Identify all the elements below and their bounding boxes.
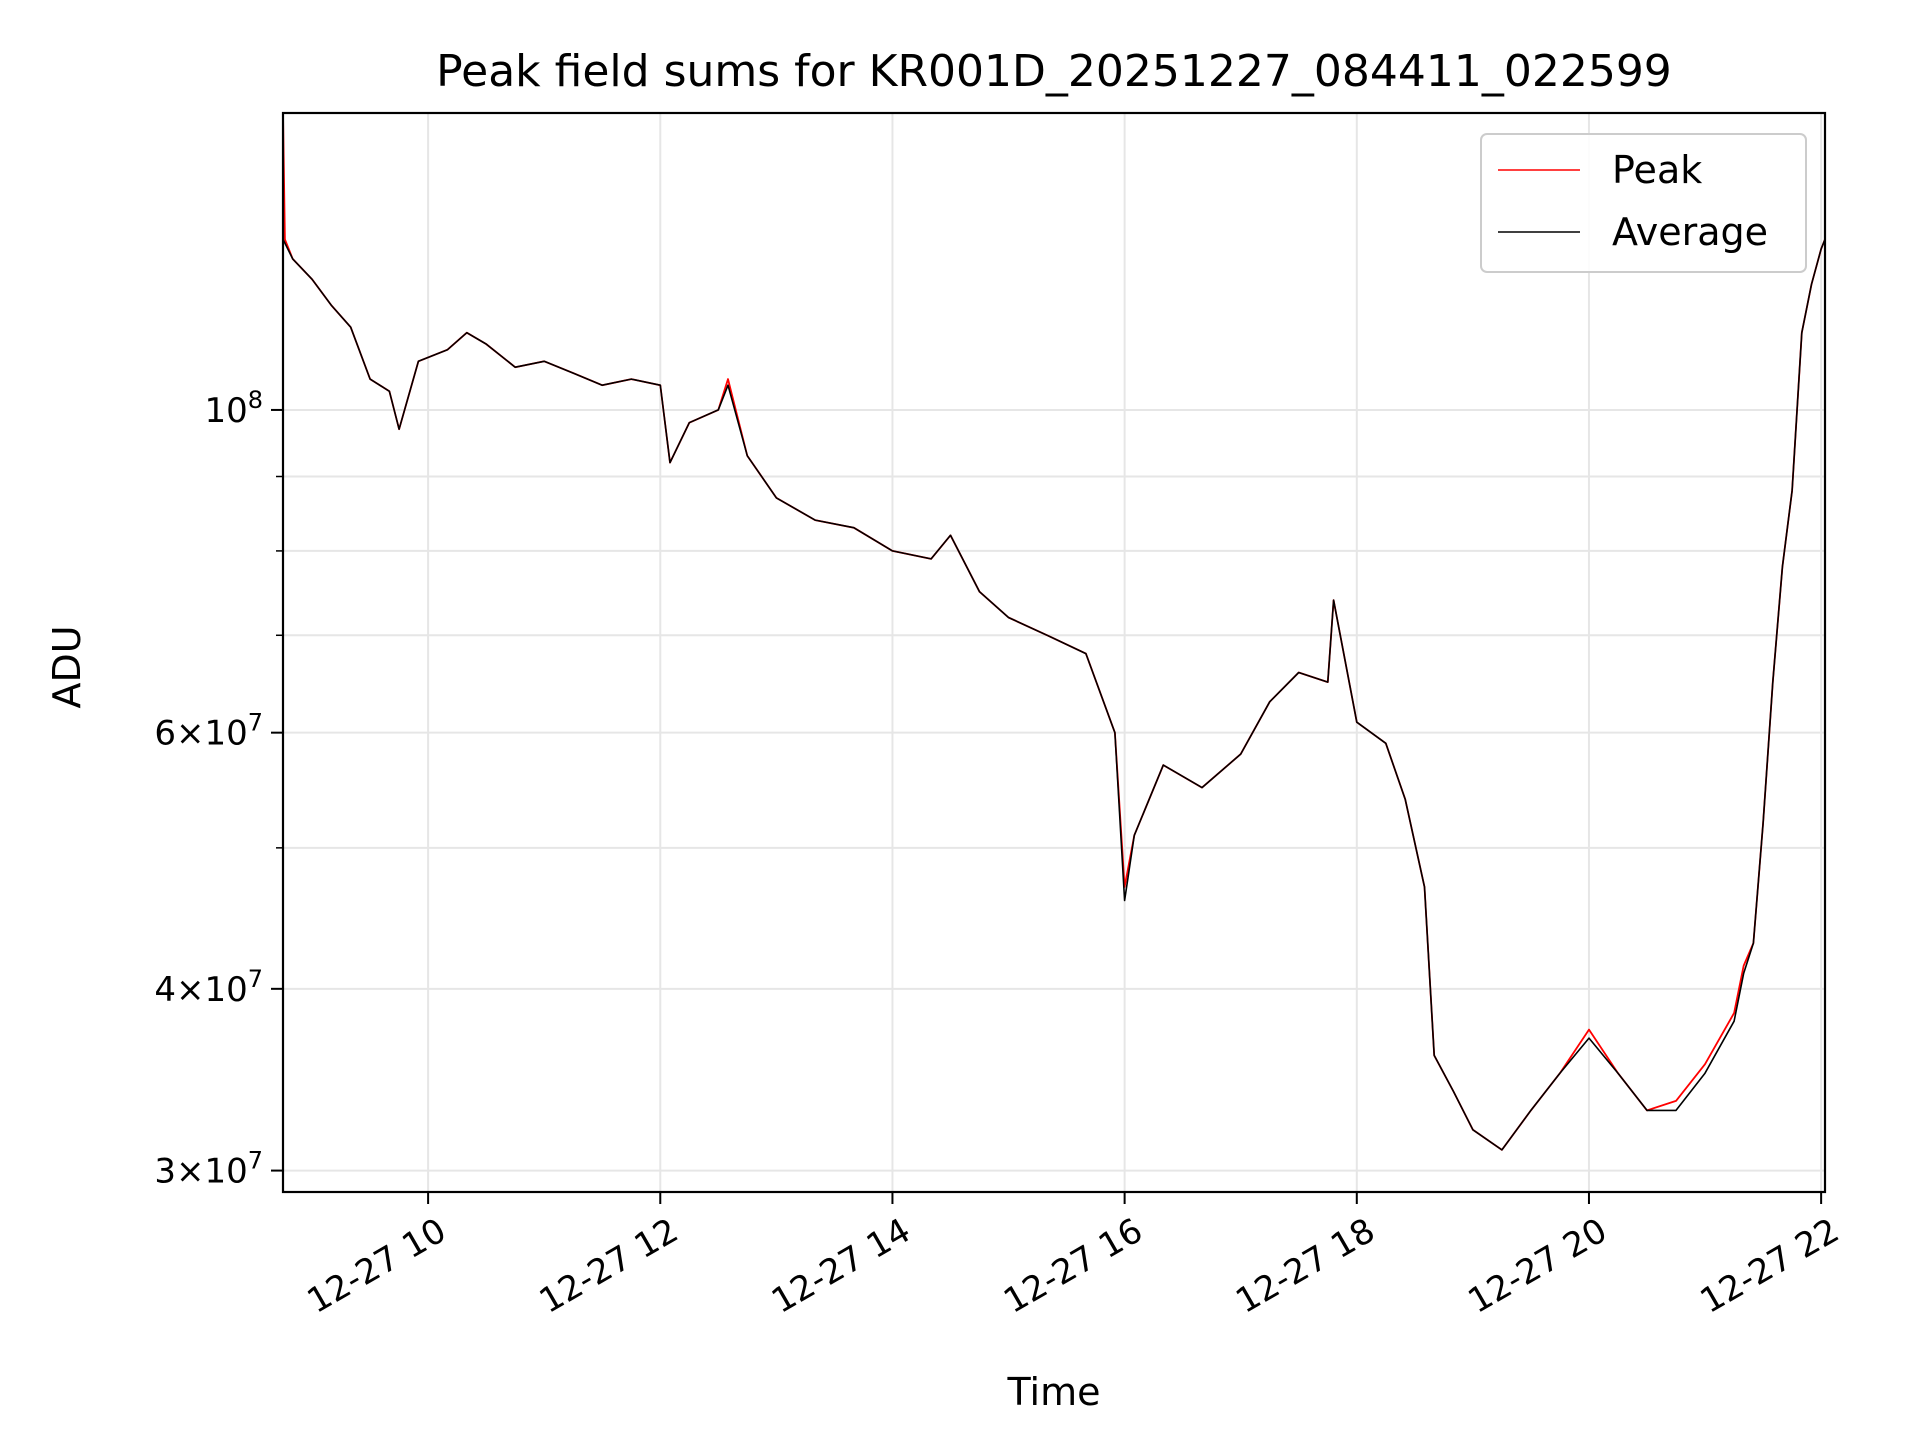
chart-title: Peak field sums for KR001D_20251227_0844… (436, 46, 1672, 97)
series-line-average (282, 238, 1826, 1151)
y-tick-label: 6×107 (154, 709, 263, 754)
x-axis-label: Time (1007, 1370, 1101, 1414)
y-axis-label: ADU (45, 625, 89, 708)
plot-frame (281, 111, 1827, 1194)
y-tick-label: 108 (204, 386, 263, 431)
y-tick-label: 3×107 (154, 1147, 263, 1192)
legend-peak-label: Peak (1612, 148, 1702, 192)
grid (283, 113, 1825, 1192)
legend: Peak Average (1480, 133, 1807, 273)
y-axis: 108 6×107 4×107 3×107 (154, 386, 283, 1192)
y-tick-label: 4×107 (154, 965, 263, 1010)
legend-box (1480, 133, 1807, 273)
legend-average-label: Average (1612, 210, 1768, 254)
series-layer (282, 112, 1826, 1151)
